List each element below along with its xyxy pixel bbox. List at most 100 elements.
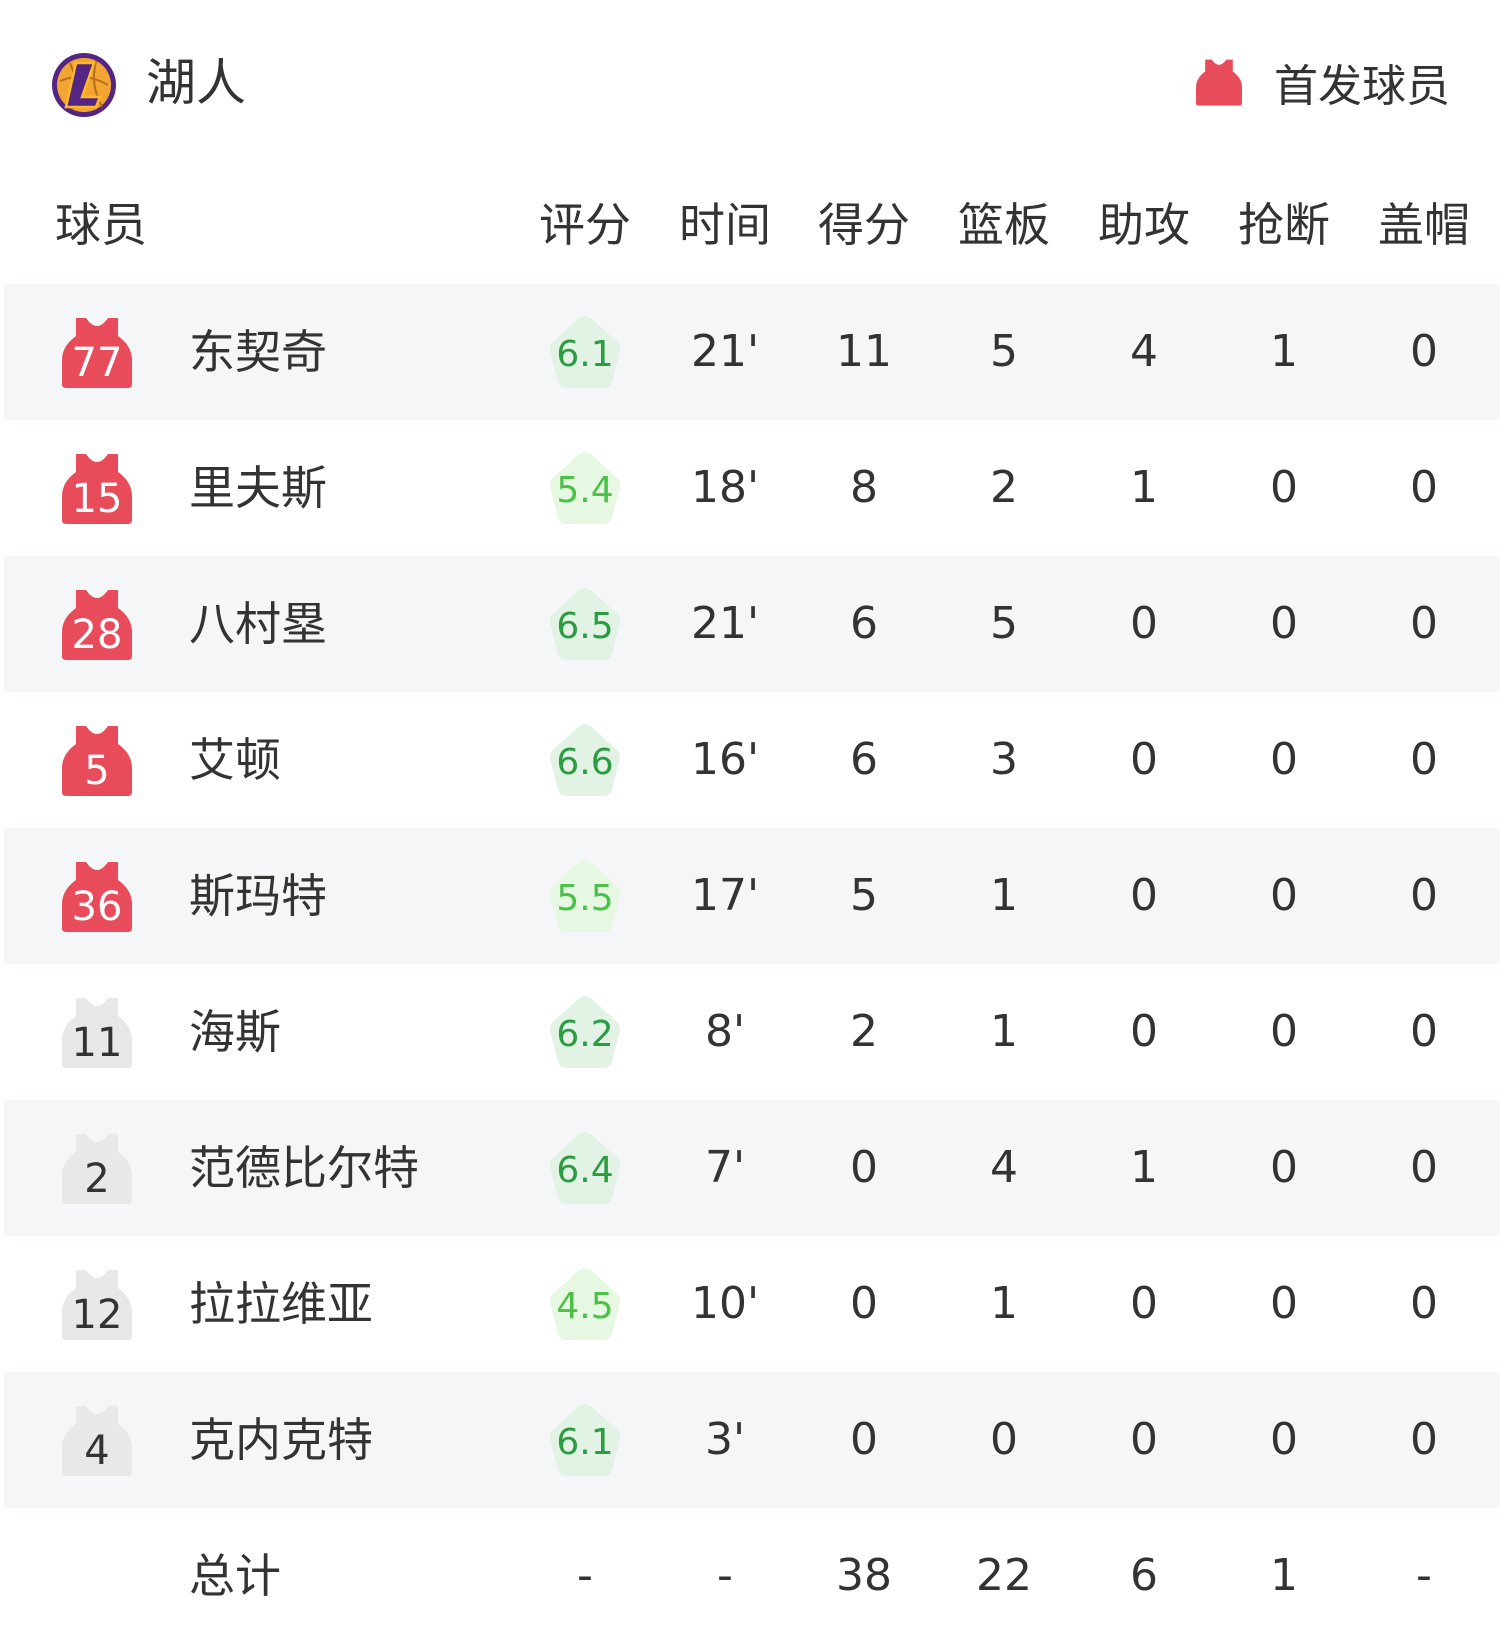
stat-time: 21' [690,326,760,377]
stat-blocks: 0 [1410,1006,1438,1057]
stat-rebounds: 1 [990,870,1018,921]
header-blocks[interactable]: 盖帽 [1378,198,1470,252]
player-row[interactable]: 15 里夫斯 5.4 18' 8 2 1 0 0 [4,420,1500,556]
stat-time: 3' [704,1414,746,1465]
rating-value: 6.1 [556,334,614,375]
player-row[interactable]: 12 拉拉维亚 4.5 10' 0 1 0 0 0 [4,1236,1500,1372]
stat-time: 21' [690,598,760,649]
header-rebounds[interactable]: 篮板 [958,198,1050,252]
stat-blocks: 0 [1410,1142,1438,1193]
starter-legend: 首发球员 [1196,52,1450,112]
lakers-logo-icon [52,53,116,117]
player-name[interactable]: 海斯 [189,1005,281,1059]
rating-value: 6.5 [556,606,614,647]
player-row[interactable]: 5 艾顿 6.6 16' 6 3 0 0 0 [4,692,1500,828]
legend-label: 首发球员 [1274,61,1450,112]
team-name: 湖人 [146,54,246,112]
stat-steals: 1 [1270,326,1298,377]
stat-blocks: 0 [1410,598,1438,649]
player-row[interactable]: 77 东契奇 6.1 21' 11 5 4 1 0 [4,284,1500,420]
jersey-number: 11 [71,1020,123,1066]
stat-assists: 1 [1130,1142,1158,1193]
stat-time: 16' [690,734,760,785]
rating-value: 6.6 [556,742,614,783]
player-row[interactable]: 28 八村塁 6.5 21' 6 5 0 0 0 [4,556,1500,692]
stat-assists: 1 [1130,462,1158,513]
jersey-number: 2 [84,1156,110,1202]
rating-value: 6.2 [556,1014,614,1055]
stat-steals: 0 [1270,598,1298,649]
player-name[interactable]: 克内克特 [189,1413,373,1467]
stat-blocks: 0 [1410,1414,1438,1465]
player-name[interactable]: 里夫斯 [189,461,327,515]
player-name[interactable]: 斯玛特 [189,869,327,923]
player-name[interactable]: 拉拉维亚 [189,1277,373,1331]
stat-steals: 0 [1270,734,1298,785]
jersey-number-icon: 36 [62,860,132,932]
player-row[interactable]: 4 克内克特 6.1 3' 0 0 0 0 0 [4,1372,1500,1508]
header-time[interactable]: 时间 [679,198,771,252]
stat-blocks: 0 [1410,462,1438,513]
stat-points: 5 [850,870,878,921]
stat-time: 10' [690,1278,760,1329]
rating-value: 4.5 [556,1286,614,1327]
total-time: - [717,1550,733,1601]
total-steals: 1 [1270,1550,1298,1601]
player-row[interactable]: 2 范德比尔特 6.4 7' 0 4 1 0 0 [4,1100,1500,1236]
stat-steals: 0 [1270,1006,1298,1057]
player-row[interactable]: 36 斯玛特 5.5 17' 5 1 0 0 0 [4,828,1500,964]
totals-label: 总计 [189,1549,281,1603]
stat-rebounds: 2 [990,462,1018,513]
jersey-number: 5 [84,748,110,794]
stat-rebounds: 1 [990,1278,1018,1329]
stat-steals: 0 [1270,1278,1298,1329]
total-points: 38 [836,1550,892,1601]
jersey-number: 4 [84,1428,110,1474]
team-header: 湖人 首发球员 [0,0,1500,170]
stat-time: 8' [704,1006,746,1057]
jersey-number-icon: 4 [62,1404,132,1476]
stat-assists: 4 [1130,326,1158,377]
stat-rebounds: 0 [990,1414,1018,1465]
player-name[interactable]: 范德比尔特 [189,1141,419,1195]
rating-badge: 6.5 [545,584,625,664]
jersey-number-icon: 28 [62,588,132,660]
player-name[interactable]: 东契奇 [189,325,327,379]
stat-blocks: 0 [1410,326,1438,377]
totals-row: 总计 - - 38 22 6 1 - [4,1508,1500,1644]
jersey-number: 15 [71,476,123,522]
stat-points: 6 [850,598,878,649]
stat-steals: 0 [1270,870,1298,921]
stat-assists: 0 [1130,1006,1158,1057]
stat-points: 8 [850,462,878,513]
stat-time: 17' [690,870,760,921]
player-name[interactable]: 艾顿 [189,733,281,787]
stat-rebounds: 5 [990,326,1018,377]
stat-blocks: 0 [1410,734,1438,785]
stat-steals: 0 [1270,462,1298,513]
header-points[interactable]: 得分 [818,198,910,252]
rating-value: 5.4 [556,470,614,511]
header-steals[interactable]: 抢断 [1238,198,1330,252]
header-rating[interactable]: 评分 [539,198,631,252]
player-row[interactable]: 11 海斯 6.2 8' 2 1 0 0 0 [4,964,1500,1100]
rating-value: 6.4 [556,1150,614,1191]
rating-badge: 6.2 [545,992,625,1072]
header-player: 球员 [55,198,147,252]
jersey-number: 28 [71,612,123,658]
stat-rebounds: 5 [990,598,1018,649]
stat-rebounds: 4 [990,1142,1018,1193]
total-rebounds: 22 [976,1550,1032,1601]
jersey-icon [1196,59,1242,106]
stat-steals: 0 [1270,1414,1298,1465]
stat-points: 0 [850,1142,878,1193]
jersey-number: 36 [71,884,123,930]
rating-value: 6.1 [556,1422,614,1463]
player-name[interactable]: 八村塁 [189,597,327,651]
stat-points: 0 [850,1414,878,1465]
stat-blocks: 0 [1410,870,1438,921]
jersey-number: 12 [71,1292,123,1338]
rating-badge: 5.5 [545,856,625,936]
total-rating: - [577,1550,593,1601]
header-assists[interactable]: 助攻 [1098,198,1190,252]
